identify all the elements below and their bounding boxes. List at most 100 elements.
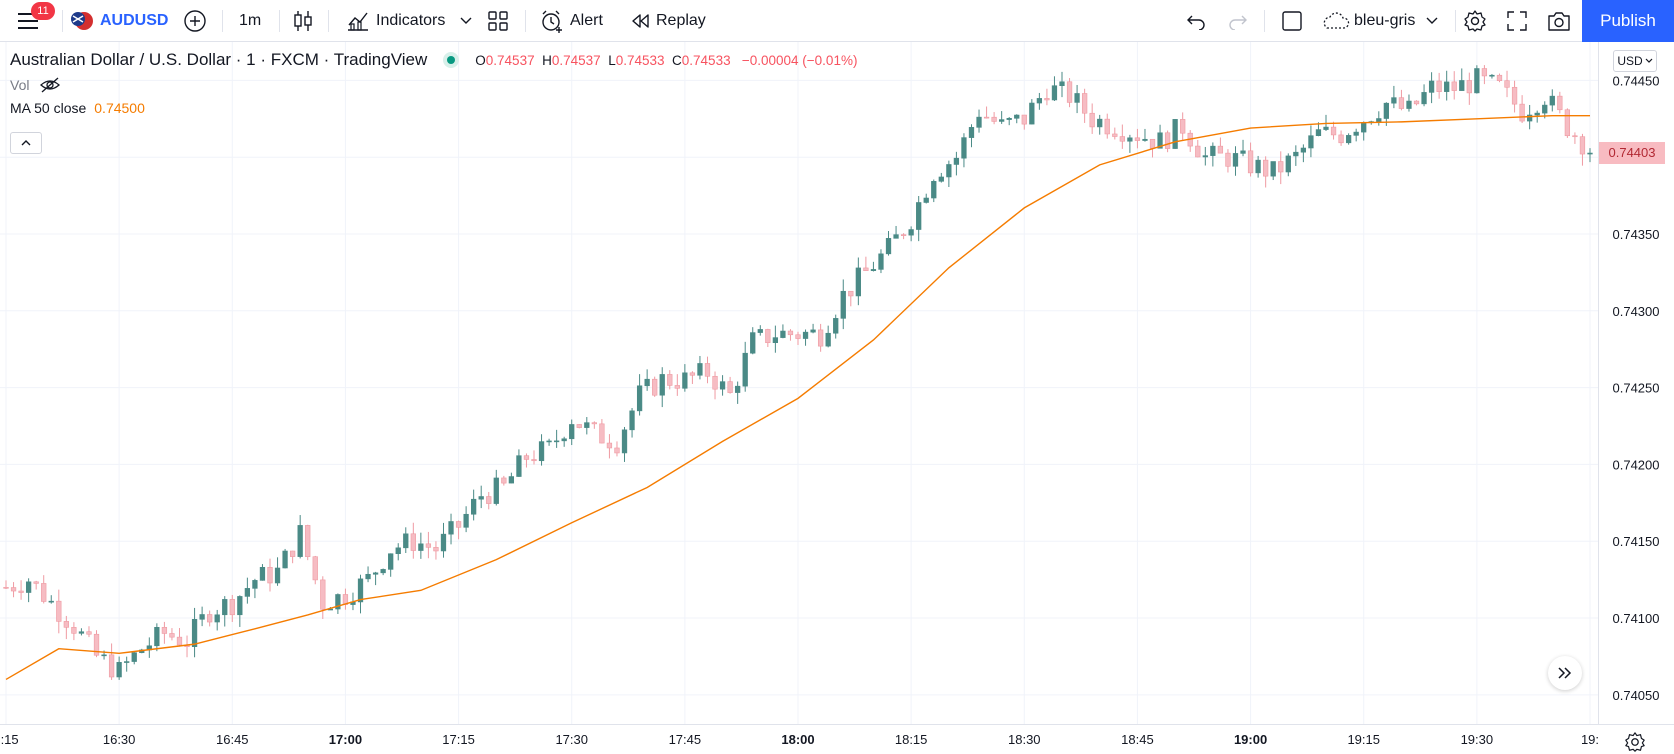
- candle-body: [765, 329, 771, 344]
- candle-body: [863, 267, 869, 271]
- candle-body: [674, 385, 680, 389]
- candle-body: [1323, 126, 1329, 130]
- snapshot-button[interactable]: [1547, 0, 1571, 42]
- x-tick-label: 18:30: [1008, 732, 1041, 747]
- double-chevron-right-icon: [1558, 667, 1572, 679]
- y-tick-label: 0.74150: [1613, 534, 1660, 549]
- candle-body: [395, 547, 401, 555]
- chart-pane[interactable]: 0.744500.744000.743500.743000.742500.742…: [0, 42, 1674, 754]
- candle-body: [252, 580, 258, 589]
- replay-button[interactable]: Replay: [630, 0, 706, 42]
- redo-button[interactable]: [1228, 0, 1248, 42]
- candle-body: [124, 661, 130, 663]
- layout-button[interactable]: bleu-gris: [1320, 0, 1439, 42]
- candle-body: [267, 567, 273, 584]
- divider: [525, 10, 526, 32]
- candle-body: [923, 197, 929, 203]
- eye-off-icon[interactable]: [39, 76, 61, 94]
- candle-body: [538, 441, 545, 462]
- candle-body: [1247, 150, 1254, 174]
- x-tick-label: 19:: [1581, 732, 1599, 747]
- y-tick-label: 0.74450: [1613, 73, 1660, 88]
- layout-name: bleu-gris: [1354, 12, 1416, 29]
- candle-body: [1172, 119, 1178, 149]
- candle-body: [1376, 118, 1382, 122]
- candle-body: [86, 631, 92, 635]
- indicators-dropdown[interactable]: [459, 0, 473, 42]
- candle-body: [878, 253, 884, 270]
- candle-body: [508, 476, 515, 484]
- gear-icon: [1464, 10, 1486, 32]
- candle-body: [757, 329, 763, 333]
- candle-body: [1006, 118, 1012, 120]
- currency-button[interactable]: USD: [1613, 50, 1657, 72]
- candle-body: [101, 654, 107, 657]
- scroll-to-realtime-button[interactable]: [1548, 656, 1582, 690]
- candle-body: [478, 496, 484, 500]
- candle-body: [1353, 131, 1359, 136]
- undo-button[interactable]: [1186, 0, 1206, 42]
- price-scale[interactable]: [1598, 42, 1674, 724]
- alarm-clock-icon: [542, 10, 562, 33]
- x-tick-label: 17:45: [669, 732, 702, 747]
- candle-body: [1406, 100, 1412, 109]
- symbol-search-button[interactable]: AUDUSD: [70, 0, 168, 42]
- candle-body: [727, 381, 733, 393]
- candle-body: [1474, 68, 1480, 94]
- ma-legend[interactable]: MA 50 close 0.74500: [10, 100, 145, 116]
- candle-body: [652, 378, 658, 396]
- candle-body: [1157, 132, 1163, 149]
- candle-body: [1270, 161, 1276, 177]
- candle-body: [636, 385, 643, 412]
- candle-body: [222, 599, 228, 616]
- candle-body: [621, 429, 628, 454]
- candle-body: [1180, 119, 1186, 134]
- divider: [1455, 10, 1456, 32]
- templates-button[interactable]: [487, 0, 509, 42]
- candle-body: [1519, 103, 1525, 122]
- flag-icon: [71, 12, 93, 30]
- x-tick-label: 17:00: [329, 732, 362, 747]
- candle-body: [372, 572, 379, 575]
- menu-button[interactable]: [18, 0, 40, 42]
- candle-body: [56, 600, 62, 622]
- candle-body: [946, 164, 952, 178]
- y-tick-label: 0.74200: [1613, 457, 1660, 472]
- candle-body: [1572, 135, 1578, 138]
- compare-button[interactable]: [183, 0, 207, 42]
- plus-circle-icon: [184, 10, 206, 32]
- candle-body: [207, 614, 213, 623]
- chart-type-button[interactable]: [293, 0, 313, 42]
- price-chart[interactable]: 0.744500.744000.743500.743000.742500.742…: [0, 42, 1674, 754]
- candle-body: [885, 238, 892, 255]
- candle-body: [1217, 145, 1224, 154]
- volume-legend[interactable]: Vol: [10, 76, 61, 94]
- fullscreen-button[interactable]: [1506, 0, 1528, 42]
- candle-body: [289, 550, 296, 557]
- time-scale[interactable]: [0, 724, 1674, 754]
- divider: [328, 10, 329, 32]
- time-scale-settings-icon[interactable]: [1624, 731, 1646, 753]
- ma-value: 0.74500: [94, 100, 145, 116]
- candle-body: [41, 583, 47, 602]
- candle-body: [282, 550, 288, 569]
- ma-line: [5, 115, 1590, 681]
- candle-body: [1527, 114, 1533, 122]
- fullscreen-toggle-button[interactable]: [1281, 0, 1303, 42]
- candle-body: [742, 352, 748, 387]
- candle-body: [1564, 109, 1571, 137]
- collapse-legend-button[interactable]: [10, 132, 42, 154]
- x-tick-label: 6:15: [0, 732, 19, 747]
- candle-body: [968, 127, 975, 138]
- candle-body: [1504, 80, 1510, 88]
- candle-body: [855, 267, 861, 297]
- indicators-button[interactable]: Indicators: [346, 0, 445, 42]
- candle-body: [1036, 98, 1043, 104]
- candle-body: [191, 619, 198, 647]
- candle-body: [1338, 134, 1344, 144]
- interval-button[interactable]: 1m: [239, 0, 261, 42]
- settings-button[interactable]: [1463, 0, 1487, 42]
- publish-button[interactable]: Publish: [1582, 0, 1674, 42]
- alert-button[interactable]: Alert: [540, 0, 603, 42]
- candle-body: [1361, 122, 1367, 133]
